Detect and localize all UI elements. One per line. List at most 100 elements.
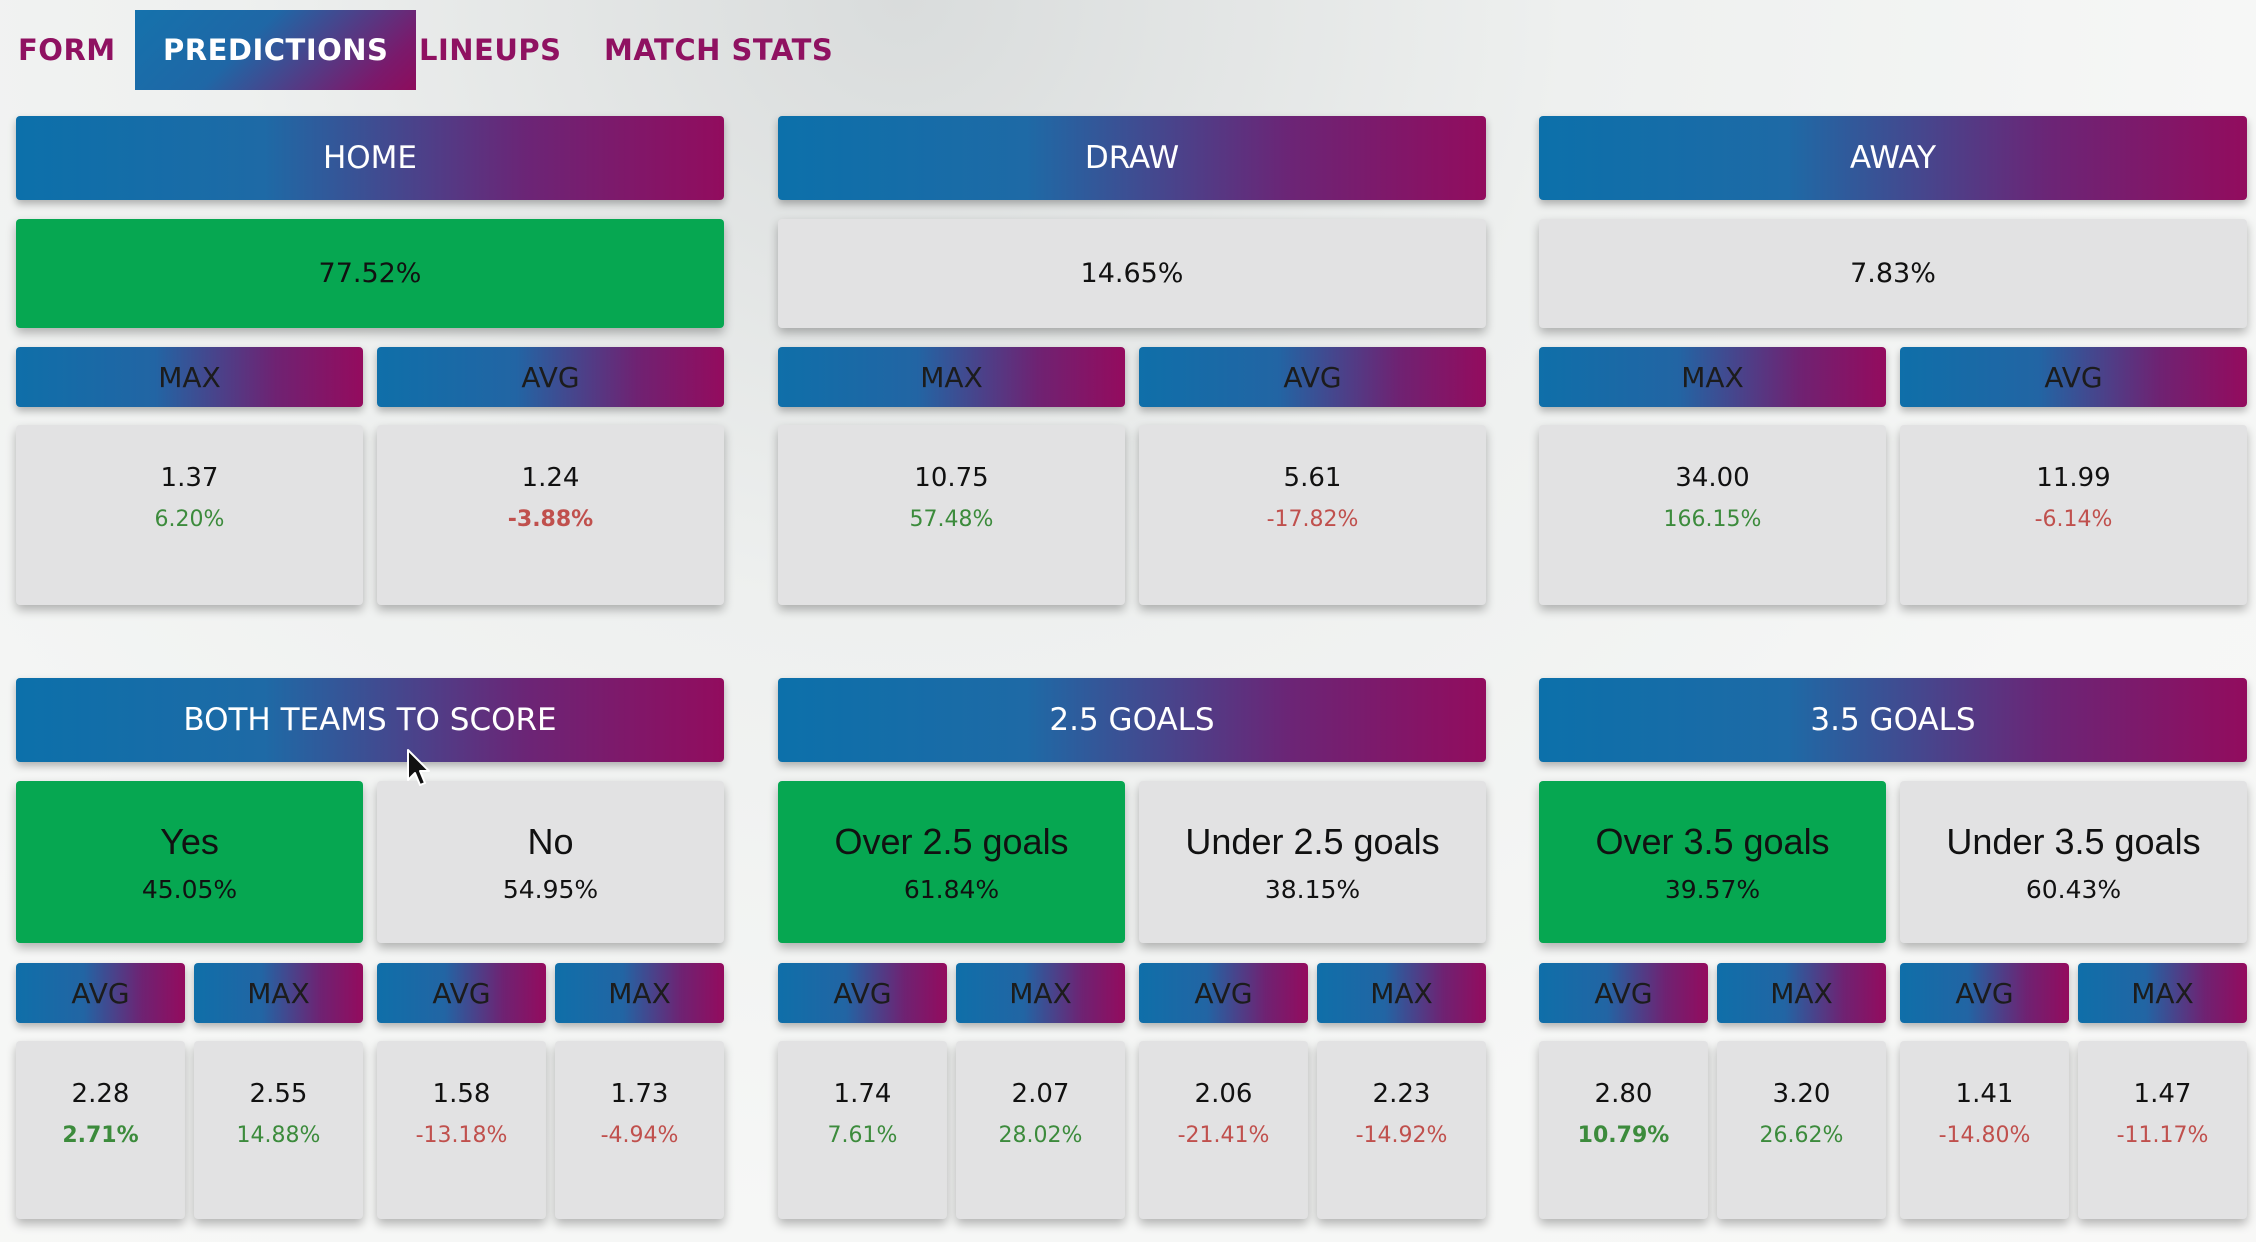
- home-max-header: MAX: [16, 347, 363, 407]
- home-pct: 77.52%: [318, 258, 422, 289]
- home-probability: 77.52%: [16, 219, 724, 328]
- goals35-under-avg-diff: -14.80%: [1938, 1123, 2031, 1148]
- goals25-over-avg-odds: 1.74: [833, 1079, 892, 1109]
- away-header: AWAY: [1539, 116, 2247, 200]
- goals35-under-pct: 60.43%: [2025, 874, 2122, 904]
- goals25-under-max-odds: 2.23: [1372, 1079, 1431, 1109]
- goals25-under-avg-odds: 2.06: [1194, 1079, 1253, 1109]
- goals25-over-max-card: 2.07 28.02%: [956, 1041, 1125, 1219]
- btts-yes-label: Yes: [160, 820, 219, 862]
- goals35-under-max-odds: 1.47: [2133, 1079, 2192, 1109]
- home-avg-diff: -3.88%: [507, 507, 594, 532]
- btts-no-max-header: MAX: [555, 963, 724, 1023]
- goals25-over-max-header: MAX: [956, 963, 1125, 1023]
- goals25-under-avg-card: 2.06 -21.41%: [1139, 1041, 1308, 1219]
- goals35-under-max-diff: -11.17%: [2116, 1123, 2209, 1148]
- btts-no-option: No 54.95%: [377, 781, 724, 943]
- btts-no-avg-diff: -13.18%: [415, 1123, 508, 1148]
- btts-no-avg-card: 1.58 -13.18%: [377, 1041, 546, 1219]
- draw-max-odds: 10.75: [914, 463, 989, 493]
- goals25-over-max-diff: 28.02%: [998, 1123, 1083, 1148]
- home-max-diff: 6.20%: [154, 507, 225, 532]
- goals35-header: 3.5 GOALS: [1539, 678, 2247, 762]
- tab-bar: FORM PREDICTIONS LINEUPS MATCH STATS: [0, 0, 900, 92]
- draw-max-header: MAX: [778, 347, 1125, 407]
- draw-max-diff: 57.48%: [909, 507, 994, 532]
- goals35-under-avg-header: AVG: [1900, 963, 2069, 1023]
- away-pct: 7.83%: [1850, 258, 1936, 289]
- btts-no-label: No: [527, 820, 574, 862]
- btts-yes-pct: 45.05%: [141, 874, 238, 904]
- tab-match-stats[interactable]: MATCH STATS: [604, 33, 834, 67]
- goals25-over-pct: 61.84%: [903, 874, 1000, 904]
- draw-header: DRAW: [778, 116, 1486, 200]
- btts-yes-avg-header: AVG: [16, 963, 185, 1023]
- goals35-over-option: Over 3.5 goals 39.57%: [1539, 781, 1886, 943]
- goals25-under-max-card: 2.23 -14.92%: [1317, 1041, 1486, 1219]
- tab-form[interactable]: FORM: [18, 33, 116, 67]
- home-max-odds: 1.37: [160, 463, 219, 493]
- away-max-header: MAX: [1539, 347, 1886, 407]
- btts-no-max-odds: 1.73: [610, 1079, 669, 1109]
- goals35-over-max-diff: 26.62%: [1759, 1123, 1844, 1148]
- mouse-cursor-icon: [407, 749, 430, 786]
- btts-yes-max-card: 2.55 14.88%: [194, 1041, 363, 1219]
- goals35-over-pct: 39.57%: [1664, 874, 1761, 904]
- btts-yes-max-diff: 14.88%: [236, 1123, 321, 1148]
- goals25-under-avg-header: AVG: [1139, 963, 1308, 1023]
- goals25-header: 2.5 GOALS: [778, 678, 1486, 762]
- home-avg-odds-card: 1.24 -3.88%: [377, 425, 724, 605]
- goals35-under-max-card: 1.47 -11.17%: [2078, 1041, 2247, 1219]
- goals35-over-avg-card: 2.80 10.79%: [1539, 1041, 1708, 1219]
- goals25-over-label: Over 2.5 goals: [834, 820, 1069, 862]
- goals25-over-max-odds: 2.07: [1011, 1079, 1070, 1109]
- goals25-under-label: Under 2.5 goals: [1185, 820, 1440, 862]
- draw-max-odds-card: 10.75 57.48%: [778, 425, 1125, 605]
- goals35-over-max-header: MAX: [1717, 963, 1886, 1023]
- draw-avg-odds: 5.61: [1283, 463, 1342, 493]
- away-avg-diff: -6.14%: [2034, 507, 2113, 532]
- goals35-under-max-header: MAX: [2078, 963, 2247, 1023]
- tab-lineups[interactable]: LINEUPS: [419, 33, 562, 67]
- btts-no-pct: 54.95%: [502, 874, 599, 904]
- away-avg-odds-card: 11.99 -6.14%: [1900, 425, 2247, 605]
- away-max-diff: 166.15%: [1663, 507, 1762, 532]
- goals25-over-avg-diff: 7.61%: [827, 1123, 898, 1148]
- goals25-over-option: Over 2.5 goals 61.84%: [778, 781, 1125, 943]
- btts-yes-max-odds: 2.55: [249, 1079, 308, 1109]
- away-max-odds: 34.00: [1675, 463, 1750, 493]
- btts-no-avg-header: AVG: [377, 963, 546, 1023]
- away-probability: 7.83%: [1539, 219, 2247, 328]
- goals35-over-max-card: 3.20 26.62%: [1717, 1041, 1886, 1219]
- goals35-under-label: Under 3.5 goals: [1946, 820, 2201, 862]
- btts-no-avg-odds: 1.58: [432, 1079, 491, 1109]
- home-header: HOME: [16, 116, 724, 200]
- goals25-over-avg-card: 1.74 7.61%: [778, 1041, 947, 1219]
- away-max-odds-card: 34.00 166.15%: [1539, 425, 1886, 605]
- goals25-under-max-diff: -14.92%: [1355, 1123, 1448, 1148]
- goals25-under-avg-diff: -21.41%: [1177, 1123, 1270, 1148]
- btts-yes-avg-card: 2.28 2.71%: [16, 1041, 185, 1219]
- goals35-under-avg-odds: 1.41: [1955, 1079, 2014, 1109]
- goals35-over-avg-header: AVG: [1539, 963, 1708, 1023]
- goals35-over-label: Over 3.5 goals: [1595, 820, 1830, 862]
- goals35-over-avg-odds: 2.80: [1594, 1079, 1653, 1109]
- btts-no-max-card: 1.73 -4.94%: [555, 1041, 724, 1219]
- away-avg-header: AVG: [1900, 347, 2247, 407]
- draw-avg-header: AVG: [1139, 347, 1486, 407]
- btts-yes-avg-diff: 2.71%: [62, 1123, 139, 1148]
- home-avg-header: AVG: [377, 347, 724, 407]
- goals35-over-max-odds: 3.20: [1772, 1079, 1831, 1109]
- draw-avg-odds-card: 5.61 -17.82%: [1139, 425, 1486, 605]
- draw-avg-diff: -17.82%: [1266, 507, 1359, 532]
- draw-pct: 14.65%: [1080, 258, 1184, 289]
- tab-predictions[interactable]: PREDICTIONS: [135, 10, 417, 90]
- goals25-over-avg-header: AVG: [778, 963, 947, 1023]
- goals35-under-avg-card: 1.41 -14.80%: [1900, 1041, 2069, 1219]
- btts-yes-avg-odds: 2.28: [71, 1079, 130, 1109]
- btts-no-max-diff: -4.94%: [600, 1123, 679, 1148]
- away-avg-odds: 11.99: [2036, 463, 2111, 493]
- home-max-odds-card: 1.37 6.20%: [16, 425, 363, 605]
- goals35-under-option: Under 3.5 goals 60.43%: [1900, 781, 2247, 943]
- goals25-under-max-header: MAX: [1317, 963, 1486, 1023]
